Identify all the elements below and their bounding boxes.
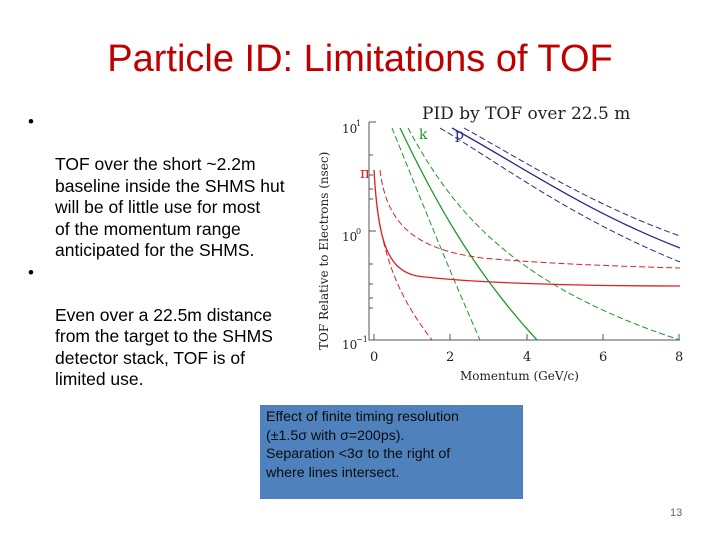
tof-plot-image: PID by TOF over 22.5 m TOF Relative to E… — [312, 100, 692, 390]
tof-plot: PID by TOF over 22.5 m TOF Relative to E… — [317, 104, 683, 383]
x-tick-label: 2 — [446, 350, 454, 365]
note-line: (±1.5σ with σ=200ps). — [266, 427, 405, 444]
y-tick-label: 10 — [342, 338, 357, 352]
bullet-icon: • — [28, 262, 34, 282]
pion-curve-upper — [379, 169, 681, 269]
kaon-label: k — [419, 127, 428, 143]
y-tick-exponent: 1 — [356, 119, 361, 128]
bullet-item: • Even over a 22.5m distance from the ta… — [28, 262, 328, 391]
note-line: Effect of finite timing resolution — [266, 409, 459, 425]
timing-resolution-note: Effect of finite timing resolution (±1.5… — [260, 405, 523, 499]
bullet-list: • TOF over the short ~2.2m baseline insi… — [28, 111, 328, 391]
pion-curve — [373, 169, 681, 287]
x-tick-label: 4 — [523, 350, 531, 365]
page-number: 13 — [670, 507, 683, 519]
pion-curve-lower — [373, 169, 433, 341]
proton-curve-upper — [463, 127, 681, 237]
kaon-curve — [399, 127, 538, 341]
plot-axes — [368, 122, 680, 341]
bullet-text: TOF over the short ~2.2m baseline inside… — [55, 154, 285, 260]
x-axis-ticks — [373, 334, 680, 340]
bullet-icon: • — [28, 112, 34, 131]
proton-label: p — [455, 127, 464, 143]
note-line: Separation <3σ to the right of — [266, 446, 451, 462]
kaon-curve-upper — [407, 127, 681, 341]
proton-curve — [451, 127, 681, 249]
plot-xlabel: Momentum (GeV/c) — [460, 369, 579, 383]
x-tick-label: 8 — [675, 350, 683, 365]
plot-ylabel: TOF Relative to Electrons (nsec) — [317, 152, 331, 350]
y-tick-exponent: 0 — [356, 227, 361, 236]
pion-label: π — [360, 164, 370, 182]
y-tick-exponent: −1 — [356, 335, 368, 344]
x-tick-label: 6 — [599, 350, 607, 365]
x-tick-label: 0 — [370, 350, 378, 365]
kaon-curve-lower — [391, 127, 481, 341]
plot-title: PID by TOF over 22.5 m — [422, 104, 630, 124]
y-axis-ticks — [369, 121, 376, 341]
bullet-item: • TOF over the short ~2.2m baseline insi… — [28, 111, 328, 262]
bullet-text: Even over a 22.5m distance from the targ… — [55, 304, 273, 390]
note-line: where lines intersect. — [266, 464, 400, 481]
slide-title: Particle ID: Limitations of TOF — [107, 38, 613, 80]
y-tick-label: 10 — [342, 122, 357, 136]
y-tick-label: 10 — [342, 230, 357, 244]
proton-curve-lower — [439, 127, 681, 263]
